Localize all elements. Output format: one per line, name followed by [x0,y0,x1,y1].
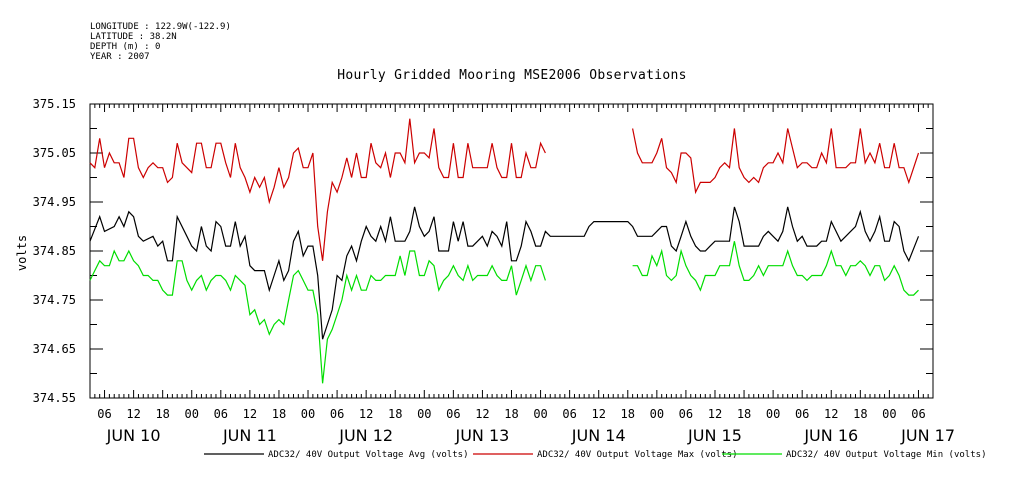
x-tick-label: 06 [446,407,460,421]
latitude-text: LATITUDE : 38.2N [90,32,177,42]
legend: ADC32/ 40V Output Voltage Avg (volts) ADC… [204,450,986,460]
series-segment [632,128,920,195]
x-tick-label: 12 [126,407,140,421]
x-day-label: JUN 12 [338,426,393,445]
location-metadata: LONGITUDE : 122.9W(-122.9) LATITUDE : 38… [90,22,231,62]
x-tick-label: 00 [882,407,896,421]
axes: 375.15 375.05 374.95 374.85 374.75 374.65 374.… [33,97,955,445]
series-line [89,118,920,261]
plot-frame [89,103,934,399]
series-line [89,206,920,340]
x-tick-label: 12 [475,407,489,421]
y-axis-label: volts [15,235,29,271]
x-tick-label: 18 [272,407,286,421]
x-tick-label: 18 [737,407,751,421]
x-tick-label: 18 [504,407,518,421]
x-tick-label: 18 [388,407,402,421]
series-group [89,118,920,384]
x-tick-label: 18 [155,407,169,421]
chart-title: Hourly Gridded Mooring MSE2006 Observati… [337,68,687,83]
x-tick-label: 00 [766,407,780,421]
y-tick-label: 374.75 [33,293,76,307]
x-tick-label: 06 [97,407,111,421]
x-tick-label: 12 [243,407,257,421]
x-tick-label: 06 [911,407,925,421]
x-day-label: JUN 14 [571,426,626,445]
x-day-label: JUN 11 [222,426,277,445]
series-segment [89,118,546,261]
x-tick-label: 06 [562,407,576,421]
y-tick-label: 374.55 [33,391,76,405]
x-tick-label: 00 [650,407,664,421]
series-segment [89,206,920,340]
x-tick-label: 18 [853,407,867,421]
depth-text: DEPTH (m) : 0 [90,42,161,52]
x-tick-label: 18 [621,407,635,421]
x-tick-label: 00 [185,407,199,421]
longitude-text: LONGITUDE : 122.9W(-122.9) [90,22,231,32]
x-tick-label: 12 [708,407,722,421]
x-day-label: JUN 17 [900,426,955,445]
series-line [89,241,919,384]
x-tick-label: 12 [824,407,838,421]
x-tick-label: 06 [330,407,344,421]
legend-label: ADC32/ 40V Output Voltage Avg (volts) [268,450,468,460]
x-tick-label: 00 [301,407,315,421]
y-tick-label: 375.15 [33,97,76,111]
x-tick-label: 12 [359,407,373,421]
x-tick-label: 00 [417,407,431,421]
x-day-label: JUN 15 [687,426,742,445]
year-text: YEAR : 2007 [90,52,150,62]
x-tick-label: 00 [533,407,547,421]
legend-label: ADC32/ 40V Output Voltage Max (volts) [537,450,737,460]
x-tick-label: 12 [591,407,605,421]
x-day-label: JUN 10 [106,426,161,445]
y-tick-label: 375.05 [33,146,76,160]
legend-label: ADC32/ 40V Output Voltage Min (volts) [786,450,986,460]
y-tick-label: 374.85 [33,244,76,258]
series-segment [89,249,546,384]
x-tick-label: 06 [214,407,228,421]
series-segment [632,241,919,296]
x-day-label: JUN 13 [455,426,510,445]
x-tick-label: 06 [795,407,809,421]
y-tick-label: 374.65 [33,342,76,356]
x-tick-label: 06 [679,407,693,421]
y-tick-label: 374.95 [33,195,76,209]
x-day-label: JUN 16 [803,426,858,445]
